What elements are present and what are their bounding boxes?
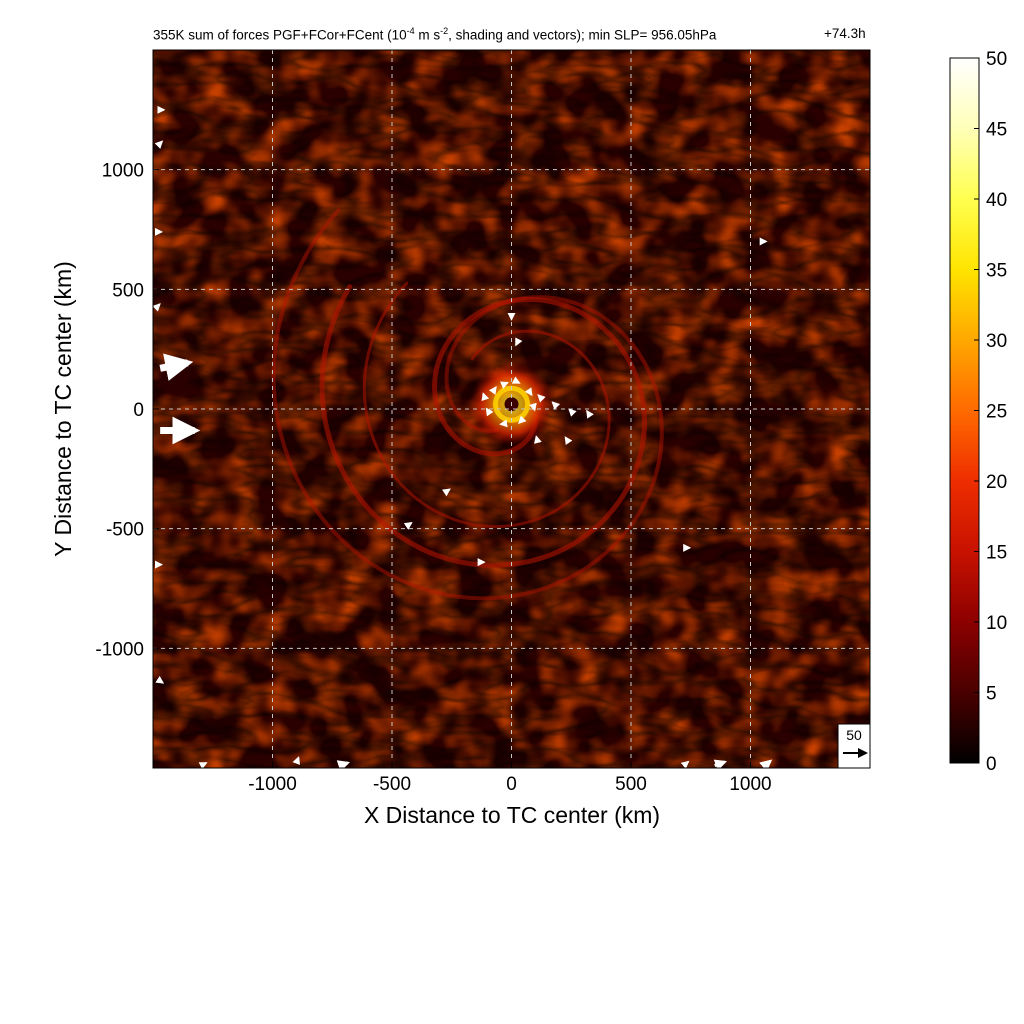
force-vector-arrow: [153, 303, 161, 312]
force-vector-arrow: [534, 435, 542, 444]
rainband-0: [319, 284, 648, 568]
x-tick-label: 0: [506, 774, 517, 795]
plot-area: [153, 50, 870, 768]
colorbar-tick-label: 20: [986, 472, 1007, 493]
y-tick-label: 0: [133, 400, 144, 421]
force-vector-arrow: [155, 675, 165, 684]
x-tick-label: -1000: [248, 774, 297, 795]
colorbar-tick-label: 5: [986, 684, 997, 705]
spiral-rainbands: [271, 208, 664, 601]
force-vector-arrow: [485, 407, 494, 417]
x-tick-label: 1000: [729, 774, 771, 795]
y-axis-label: Y Distance to TC center (km): [50, 261, 76, 557]
force-vector-arrow: [442, 488, 451, 497]
force-vector-arrow: [488, 386, 497, 395]
colorbar-tick-label: 25: [986, 402, 1007, 423]
y-tick-label: -1000: [95, 639, 144, 660]
colorbar: 0 5 10 15 20 25 30 35 40 45 50: [949, 49, 1007, 775]
chart-title: 355K sum of forces PGF+FCor+FCent (10-4 …: [153, 26, 717, 43]
reference-vector-label: 50: [846, 727, 862, 743]
y-tick-label: -500: [106, 520, 144, 541]
force-vector-arrow: [198, 762, 208, 768]
force-vector-arrow: [564, 436, 573, 446]
force-vector-arrow: [568, 408, 577, 417]
force-vector-arrow: [713, 759, 728, 768]
force-vector-arrow: [529, 402, 537, 412]
force-vector-arrow: [586, 409, 594, 419]
force-vector-arrow: [403, 522, 413, 530]
y-tick-label: 500: [112, 280, 144, 301]
x-axis-label: X Distance to TC center (km): [364, 802, 660, 828]
reference-vector-box: 50: [837, 723, 871, 769]
force-vector-arrow: [518, 415, 527, 424]
y-axis-ticks: -1000 -500 0 500 1000: [95, 161, 159, 660]
force-vector-arrow: [537, 394, 546, 403]
force-vector-arrow: [499, 419, 508, 428]
colorbar-tick-label: 0: [986, 754, 997, 775]
force-vector-arrow: [159, 353, 194, 381]
x-axis-ticks: -1000 -500 0 500 1000: [248, 762, 772, 795]
rainband-1: [271, 208, 664, 601]
force-vector-arrow: [481, 392, 490, 402]
force-vector-arrow: [154, 140, 164, 149]
x-tick-label: -500: [373, 774, 411, 795]
force-vector-arrow: [511, 376, 521, 384]
colorbar-tick-label: 40: [986, 190, 1007, 211]
force-vector-arrow: [759, 759, 773, 768]
colorbar-ticks: 0 5 10 15 20 25 30 35 40 45 50: [974, 49, 1007, 775]
rainband-2: [362, 281, 611, 529]
colorbar-tick-label: 30: [986, 331, 1007, 352]
force-vector-arrow: [551, 401, 561, 410]
x-tick-label: 500: [615, 774, 647, 795]
colorbar-tick-label: 50: [986, 49, 1007, 70]
force-vector-arrow: [680, 760, 690, 768]
y-tick-label: 1000: [102, 161, 144, 182]
colorbar-tick-label: 35: [986, 261, 1007, 282]
force-vector-arrow: [515, 337, 523, 347]
forecast-hour-label: +74.3h: [824, 26, 866, 41]
colorbar-tick-label: 45: [986, 120, 1007, 141]
force-vector-arrow: [524, 387, 533, 397]
force-vector-arrow: [499, 381, 509, 389]
force-vectors: [153, 105, 773, 768]
force-vector-arrow: [336, 760, 350, 768]
force-vector-arrow: [292, 756, 301, 765]
colorbar-tick-label: 10: [986, 613, 1007, 634]
colorbar-tick-label: 15: [986, 543, 1007, 564]
